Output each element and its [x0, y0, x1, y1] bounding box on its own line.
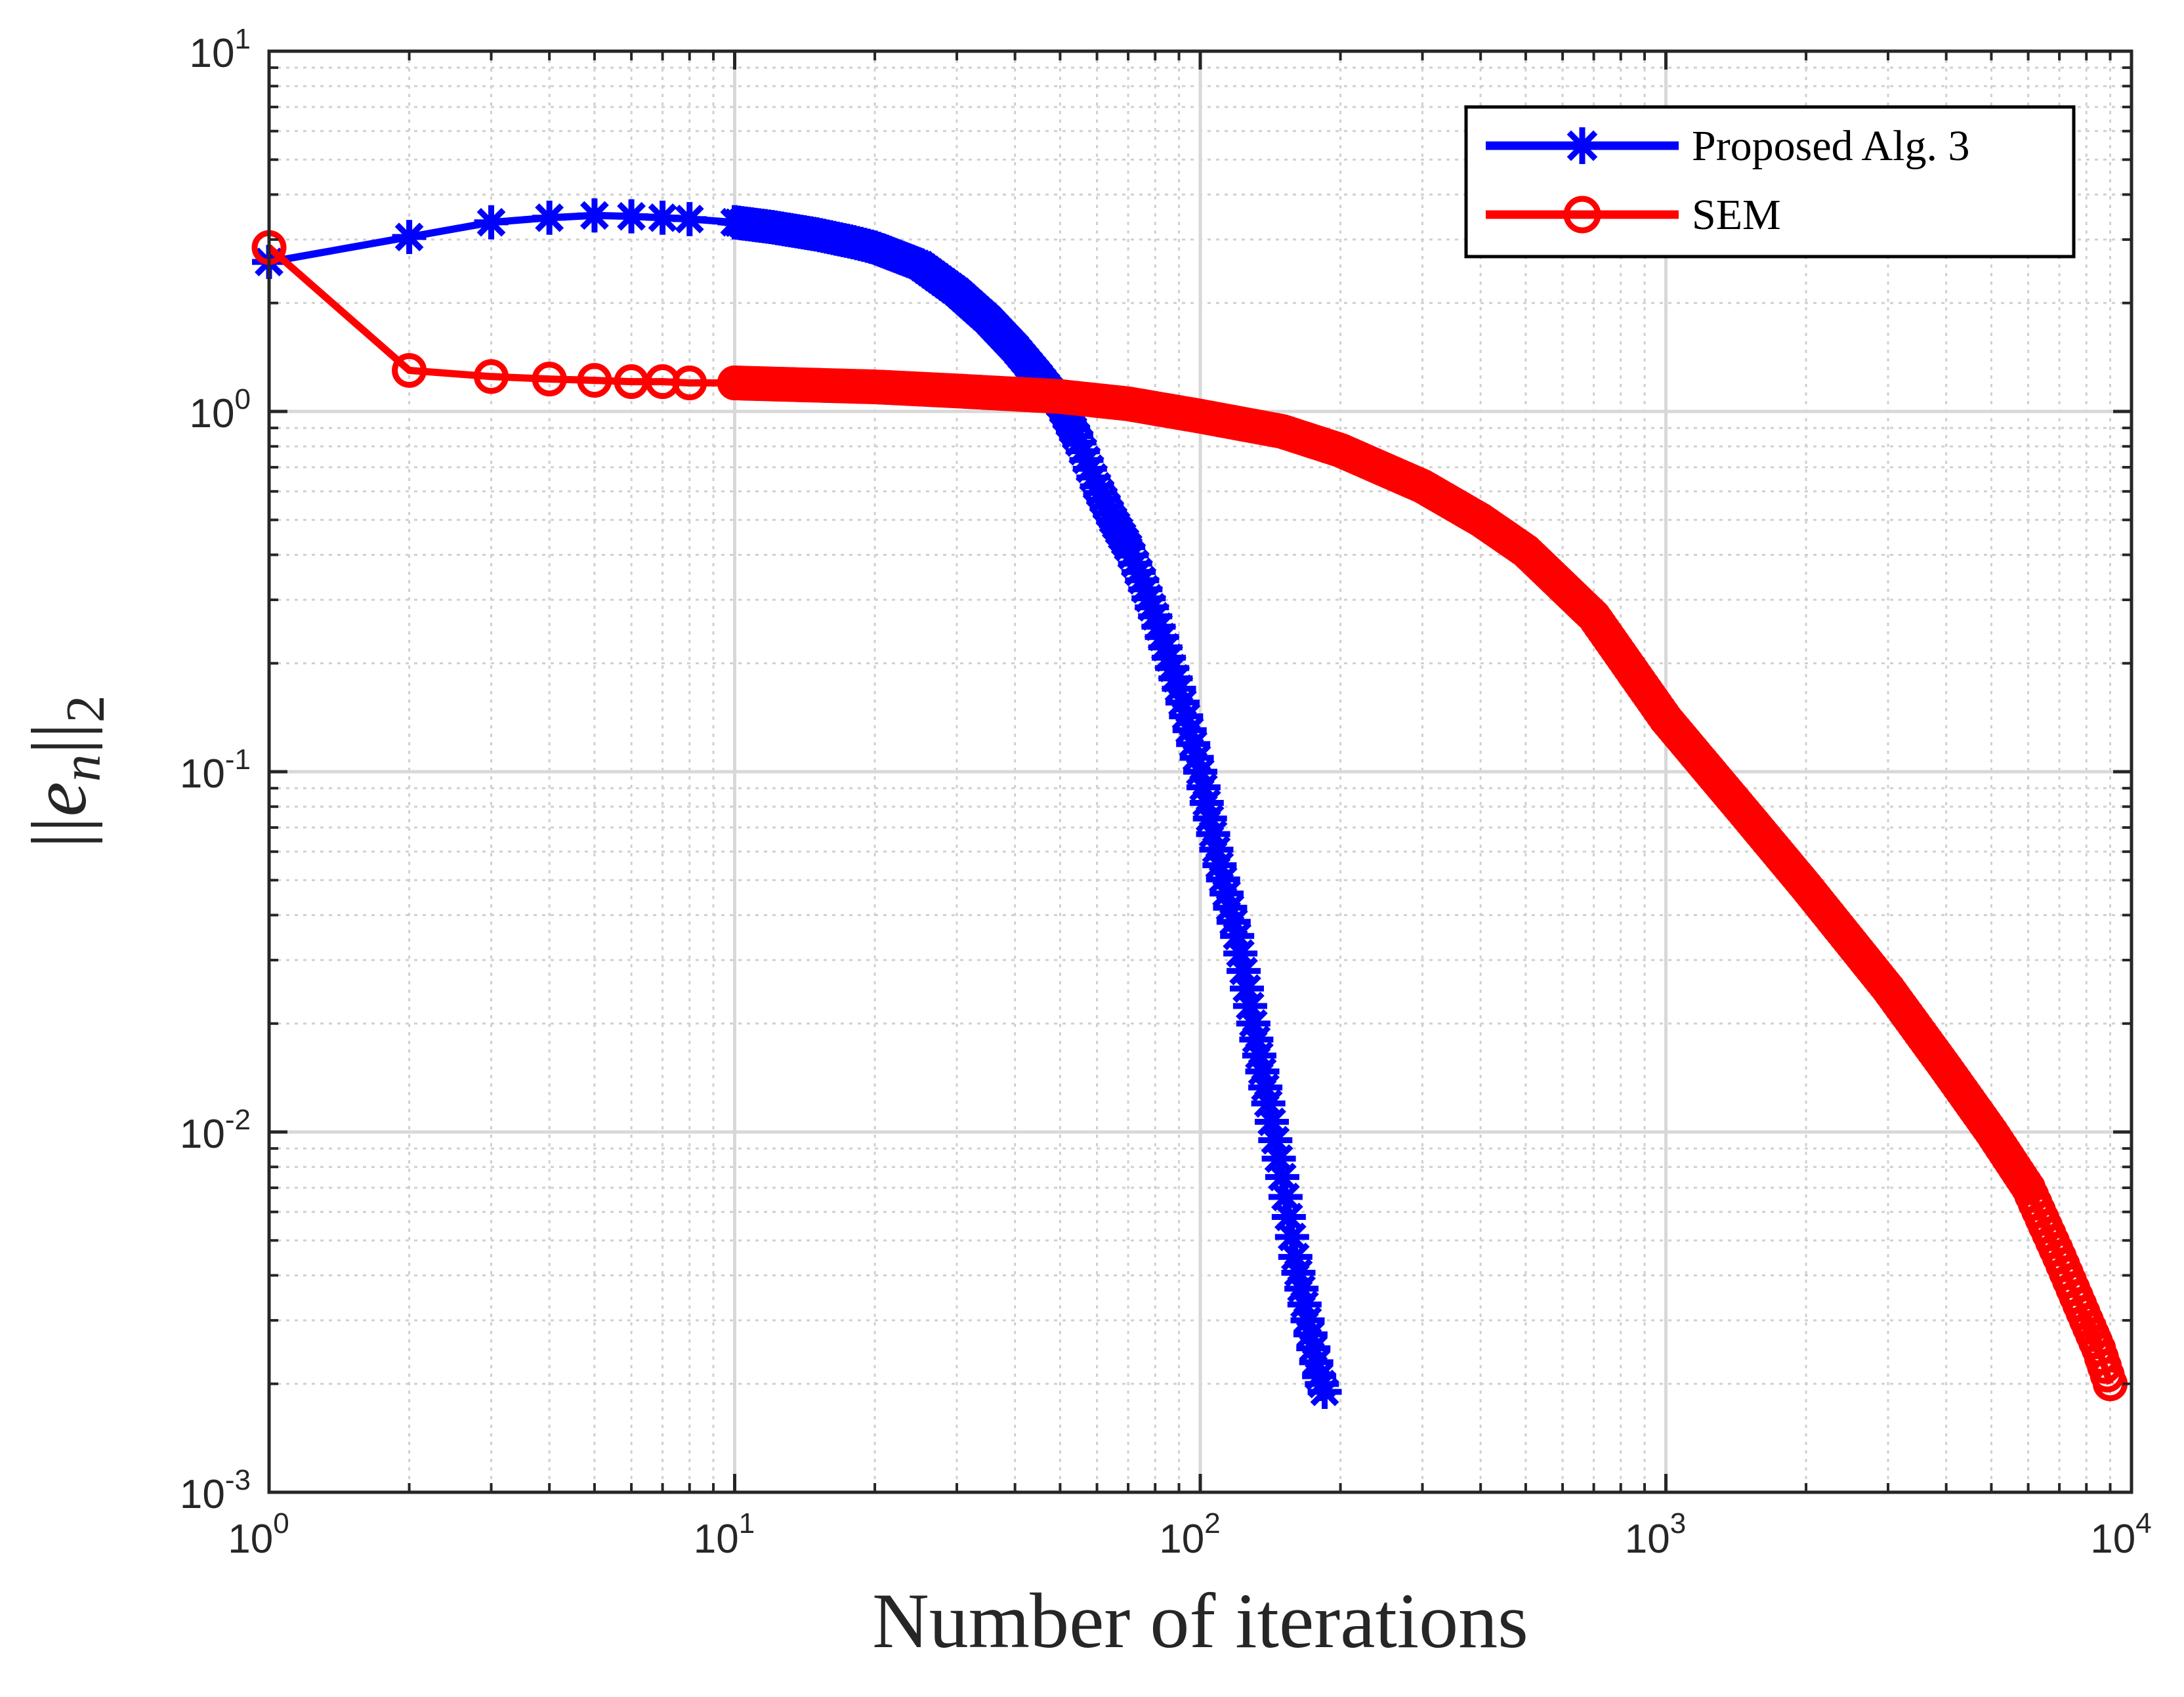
legend-circle-icon — [1563, 196, 1601, 234]
y-axis-label-subscript: n — [51, 754, 112, 782]
data-point-marker — [474, 205, 509, 240]
x-tick-base: 10 — [2090, 1517, 2135, 1562]
x-tick-base: 10 — [1625, 1517, 1670, 1562]
data-point-marker — [392, 220, 427, 255]
data-point-marker — [672, 366, 707, 401]
legend-label-proposed: Proposed Alg. 3 — [1692, 122, 1970, 170]
legend-box — [1464, 105, 2076, 259]
data-point-marker — [532, 200, 567, 235]
series-layer — [251, 198, 2128, 1409]
y-tick-base: 10 — [180, 1112, 225, 1157]
y-tick-exponent: -1 — [225, 744, 251, 776]
y-tick-base: 10 — [180, 1472, 225, 1517]
x-tick-base: 10 — [228, 1517, 273, 1562]
x-tick-label: 102 — [1159, 1507, 1220, 1562]
x-tick-label: 101 — [694, 1507, 755, 1562]
y-tick-label: 10-2 — [180, 1104, 251, 1157]
y-tick-label: 10-1 — [180, 744, 251, 797]
x-tick-exponent: 2 — [1204, 1507, 1220, 1540]
data-point-marker — [614, 199, 649, 234]
series-sem — [251, 230, 2128, 1402]
y-tick-base: 10 — [180, 751, 225, 797]
x-tick-label: 100 — [228, 1507, 289, 1562]
y-axis-label: ||en||2 — [15, 695, 116, 848]
y-tick-base: 10 — [190, 31, 235, 76]
data-point-marker — [532, 362, 567, 397]
y-tick-label: 10-3 — [180, 1464, 251, 1517]
data-point-marker — [392, 352, 427, 388]
x-tick-label: 104 — [2090, 1507, 2151, 1562]
legend-marker-proposed — [1564, 127, 1601, 164]
x-tick-exponent: 0 — [273, 1507, 289, 1540]
x-tick-base: 10 — [1159, 1517, 1204, 1562]
legend-marker-sem — [1563, 196, 1601, 234]
y-tick-exponent: 1 — [235, 23, 251, 55]
data-point-marker — [577, 363, 612, 398]
x-tick-exponent: 1 — [739, 1507, 755, 1540]
y-tick-base: 10 — [190, 391, 235, 436]
data-point-marker — [577, 198, 612, 233]
y-axis-label-base: e — [15, 782, 102, 816]
y-axis-label-bars-left: || — [15, 817, 102, 848]
x-tick-base: 10 — [694, 1517, 739, 1562]
x-tick-exponent: 3 — [1670, 1507, 1686, 1540]
data-point-marker — [1236, 1006, 1270, 1041]
legend-asterisk-icon — [1564, 127, 1601, 164]
data-point-marker — [672, 201, 707, 236]
x-tick-labels: 100 101 102 103 104 — [228, 1507, 2151, 1562]
data-point-marker — [1307, 1374, 1342, 1409]
y-tick-label: 100 — [190, 383, 251, 436]
legend-label-sem: SEM — [1692, 191, 1781, 239]
legend: Proposed Alg. 3 SEM — [1464, 105, 2076, 259]
y-tick-label: 101 — [190, 23, 251, 76]
y-axis-label-outer-subscript: 2 — [55, 695, 116, 723]
y-tick-exponent: -2 — [225, 1104, 251, 1136]
axis-ticks — [267, 49, 2133, 1494]
x-axis-label: Number of iterations — [872, 1577, 1528, 1664]
y-axis-label-bars-right: || — [15, 723, 102, 754]
x-tick-label: 103 — [1625, 1507, 1686, 1562]
y-tick-exponent: -3 — [225, 1464, 251, 1496]
data-point-marker — [474, 359, 509, 394]
x-tick-exponent: 4 — [2135, 1507, 2151, 1540]
y-tick-exponent: 0 — [235, 383, 251, 415]
